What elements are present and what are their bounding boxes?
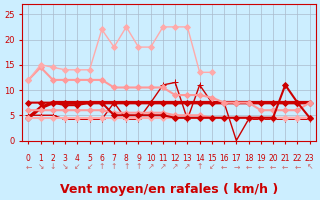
Text: ←: ← [25,162,32,171]
Text: ↗: ↗ [160,162,166,171]
Text: ↗: ↗ [184,162,191,171]
Text: ←: ← [294,162,301,171]
Text: ↘: ↘ [37,162,44,171]
Text: →: → [233,162,240,171]
Text: ←: ← [258,162,264,171]
Text: ↙: ↙ [86,162,93,171]
Text: ↑: ↑ [123,162,130,171]
Text: ←: ← [221,162,227,171]
Text: ↖: ↖ [307,162,313,171]
X-axis label: Vent moyen/en rafales ( km/h ): Vent moyen/en rafales ( km/h ) [60,183,278,196]
Text: ←: ← [245,162,252,171]
Text: ↗: ↗ [172,162,178,171]
Text: ←: ← [282,162,288,171]
Text: ←: ← [270,162,276,171]
Text: ↑: ↑ [99,162,105,171]
Text: ↙: ↙ [74,162,81,171]
Text: ↑: ↑ [135,162,142,171]
Text: ↙: ↙ [209,162,215,171]
Text: ↘: ↘ [62,162,68,171]
Text: ↑: ↑ [111,162,117,171]
Text: ↑: ↑ [196,162,203,171]
Text: ↗: ↗ [148,162,154,171]
Text: ↓: ↓ [50,162,56,171]
